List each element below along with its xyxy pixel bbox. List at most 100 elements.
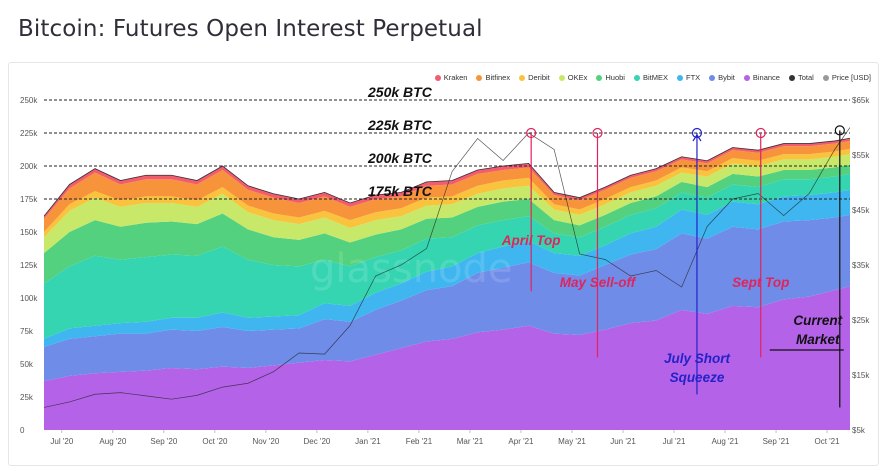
annotation-sept-top: Sept Top	[732, 127, 789, 358]
y2-tick-label: $65k	[852, 96, 870, 105]
x-tick-label: Sep '20	[150, 437, 177, 446]
x-tick-label: Jun '21	[610, 437, 636, 446]
x-tick-label: Apr '21	[508, 437, 534, 446]
legend-dot-icon	[519, 74, 526, 81]
x-tick-label: Nov '20	[252, 437, 279, 446]
y-tick-label: 25k	[20, 393, 34, 402]
annotation-april-top: April Top	[501, 127, 561, 292]
legend-item-price-usd[interactable]: Price [USD]	[822, 73, 871, 82]
x-tick-label: May '21	[558, 437, 586, 446]
x-tick-label: Jan '21	[355, 437, 381, 446]
annotation-circle	[592, 127, 603, 139]
x-tick-label: Aug '21	[712, 437, 739, 446]
legend-dot-icon	[434, 74, 441, 81]
annotation-label: May Sell-off	[560, 275, 637, 290]
x-tick-label: Aug '20	[99, 437, 126, 446]
y2-tick-label: $25k	[852, 316, 870, 325]
x-tick-label: Dec '20	[303, 437, 330, 446]
y2-tick-label: $15k	[852, 371, 870, 380]
y-tick-label: 50k	[20, 360, 34, 369]
legend-label: Deribit	[528, 73, 550, 82]
annotation-label: Market	[796, 332, 840, 347]
y2-tick-label: $55k	[852, 151, 870, 160]
annotation-label: Squeeze	[670, 370, 725, 385]
annotation-circle	[526, 127, 537, 139]
legend-dot-icon	[788, 74, 795, 81]
legend-item-okex[interactable]: OKEx	[558, 73, 588, 82]
area-ftx	[44, 189, 850, 347]
y2-tick-label: $45k	[852, 206, 870, 215]
annotation-circle	[755, 127, 766, 139]
area-bitmex	[44, 173, 850, 339]
area-binance	[44, 286, 850, 430]
legend-item-ftx[interactable]: FTX	[677, 73, 700, 82]
legend-item-deribit[interactable]: Deribit	[519, 73, 550, 82]
x-tick-label: Oct '21	[814, 437, 840, 446]
legend-label: BitMEX	[642, 73, 668, 82]
annotation-label: Sept Top	[732, 275, 789, 290]
y-tick-label: 75k	[20, 327, 34, 336]
legend-label: FTX	[686, 73, 701, 82]
annotation-label: July Short	[664, 351, 731, 366]
x-tick-label: Sep '21	[763, 437, 790, 446]
legend-label: OKEx	[567, 73, 588, 82]
legend-label: Kraken	[443, 73, 468, 82]
y-tick-label: 175k	[20, 195, 38, 204]
legend-dot-icon	[743, 74, 750, 81]
watermark-text: glassnode	[310, 246, 513, 292]
legend-label: Bitfinex	[485, 73, 511, 82]
x-tick-label: Jul '21	[663, 437, 686, 446]
legend-item-bitmex[interactable]: BitMEX	[633, 73, 668, 82]
chart-legend: Kraken Bitfinex Deribit OKEx Huobi BitMEX FTX B…	[434, 73, 871, 82]
ref-label-250k-btc: 250k BTC	[367, 84, 433, 100]
legend-item-huobi[interactable]: Huobi	[596, 73, 625, 82]
y-tick-label: 225k	[20, 129, 38, 138]
annotation-label: Current	[793, 313, 842, 328]
ref-label-200k-btc: 200k BTC	[367, 150, 433, 166]
legend-dot-icon	[633, 74, 640, 81]
annotation-circle	[834, 125, 845, 136]
legend-item-bybit[interactable]: Bybit	[709, 73, 735, 82]
legend-label: Binance	[752, 73, 780, 82]
legend-dot-icon	[558, 74, 565, 81]
legend-item-kraken[interactable]: Kraken	[434, 73, 468, 82]
y-tick-label: 100k	[20, 294, 38, 303]
price-line	[44, 127, 850, 408]
ref-label-225k-btc: 225k BTC	[367, 117, 433, 133]
legend-dot-icon	[822, 74, 829, 81]
x-tick-label: Oct '20	[202, 437, 228, 446]
y-tick-label: 125k	[20, 261, 38, 270]
x-tick-label: Mar '21	[457, 437, 484, 446]
y2-tick-label: $5k	[852, 426, 866, 435]
annotation-july-short-squeeze: July Short Squeeze	[664, 127, 731, 395]
annotation-label: April Top	[501, 233, 561, 248]
legend-item-bitfinex[interactable]: Bitfinex	[476, 73, 510, 82]
x-tick-label: Jul '20	[50, 437, 73, 446]
annotation-circle	[691, 127, 703, 139]
legend-item-total[interactable]: Total	[788, 73, 814, 82]
legend-dot-icon	[677, 74, 683, 81]
x-tick-label: Feb '21	[406, 437, 433, 446]
y-tick-label: 0	[20, 426, 25, 435]
y-tick-label: 250k	[20, 96, 38, 105]
legend-label: Total	[797, 73, 814, 82]
y-tick-label: 200k	[20, 162, 38, 171]
annotation-current-market: Current Market	[769, 125, 845, 408]
area-okex	[44, 154, 850, 254]
y-tick-label: 150k	[20, 228, 38, 237]
legend-dot-icon	[709, 74, 716, 81]
arrow-up-icon	[692, 133, 702, 142]
legend-label: Bybit	[718, 73, 735, 82]
legend-label: Price [USD]	[831, 73, 871, 82]
page-title: Bitcoin: Futures Open Interest Perpetual	[18, 16, 483, 42]
total-line	[44, 137, 850, 217]
legend-item-binance[interactable]: Binance	[743, 73, 780, 82]
ref-label-175k-btc: 175k BTC	[368, 183, 433, 199]
annotation-may-sell-off: May Sell-off	[560, 127, 637, 358]
area-huobi	[44, 164, 850, 284]
area-kraken	[44, 138, 850, 219]
legend-dot-icon	[596, 74, 603, 81]
area-bybit	[44, 214, 850, 382]
legend-label: Huobi	[605, 73, 625, 82]
